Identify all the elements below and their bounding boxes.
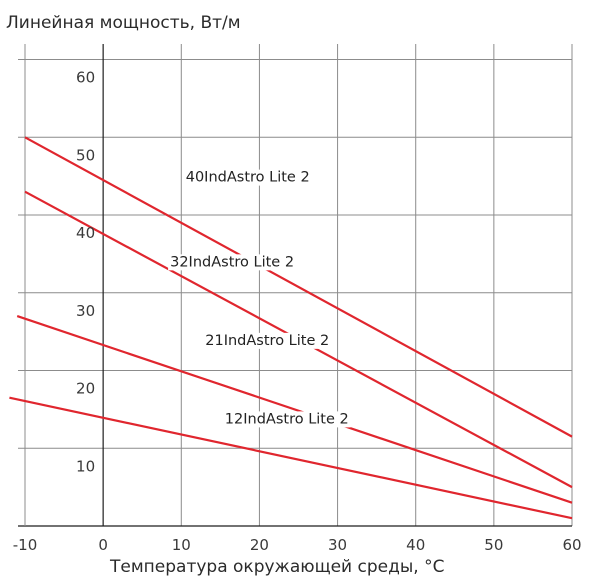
x-tick-label: 30 xyxy=(328,536,347,554)
x-axis-label: Температура окружающей среды, °С xyxy=(109,557,444,577)
x-tick-label: 0 xyxy=(98,536,108,554)
y-tick-label: 30 xyxy=(76,302,95,320)
series-label-background xyxy=(168,254,297,271)
series-label-3: 21IndAstro Lite 2 xyxy=(205,333,329,349)
series-line-1 xyxy=(24,136,573,438)
series-label-4: 12IndAstro Lite 2 xyxy=(225,411,349,427)
x-tick-label: 50 xyxy=(484,536,503,554)
y-tick-label: 60 xyxy=(76,69,95,87)
x-tick-label: 40 xyxy=(406,536,425,554)
series-label-background xyxy=(222,411,351,428)
series-label-background xyxy=(183,169,312,186)
x-tick-label: -10 xyxy=(13,536,38,554)
series-labels: 40IndAstro Lite 2 32IndAstro Lite 2 21IndA… xyxy=(168,169,351,428)
x-tick-label: 60 xyxy=(562,536,581,554)
series-label-background xyxy=(203,332,332,349)
series-label-2: 32IndAstro Lite 2 xyxy=(170,254,294,270)
chart-title: Линейная мощность, Вт/м xyxy=(6,13,241,33)
grid xyxy=(18,44,573,526)
y-tick-label: 40 xyxy=(76,224,95,242)
x-tick-label: 20 xyxy=(250,536,269,554)
y-tick-label: 50 xyxy=(76,146,95,164)
y-tick-label: 10 xyxy=(76,457,95,475)
series-line-3 xyxy=(16,315,573,504)
y-tick-label: 20 xyxy=(76,380,95,398)
series-label-1: 40IndAstro Lite 2 xyxy=(186,170,310,186)
x-tick-label: 10 xyxy=(172,536,191,554)
axes xyxy=(18,44,572,527)
series-line-4 xyxy=(9,396,573,520)
tick-labels: 10 20 30 40 50 60 -10 0 10 20 30 40 50 60 xyxy=(13,69,582,554)
